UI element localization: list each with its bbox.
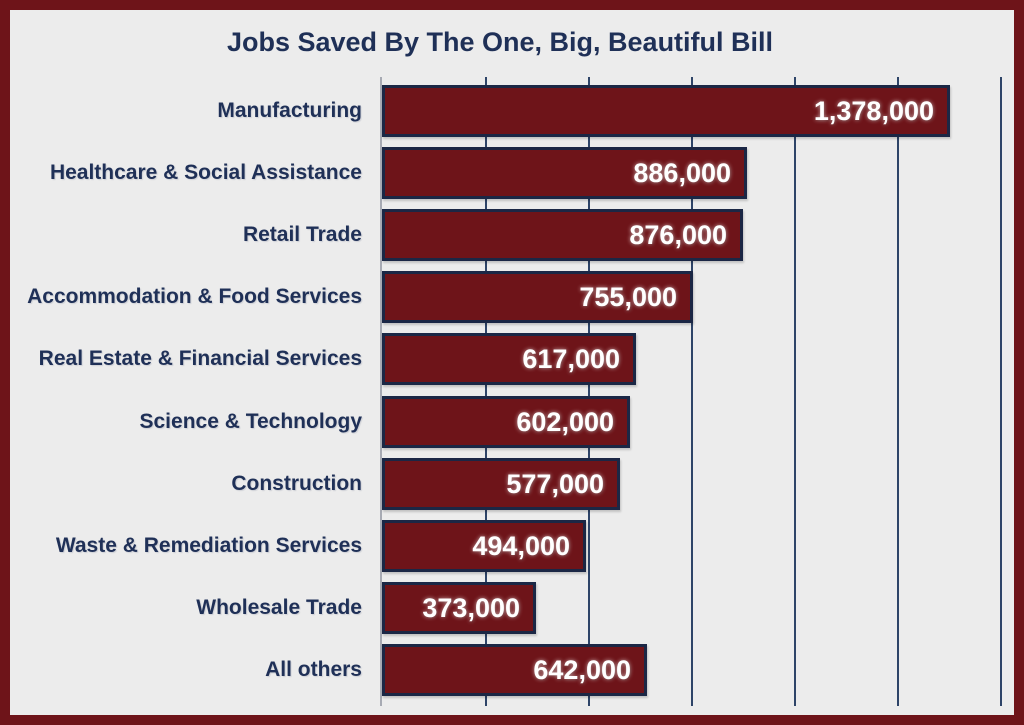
- category-label: Retail Trade: [242, 223, 362, 246]
- bar: 373,000: [382, 582, 536, 634]
- bar-value-label: 755,000: [579, 282, 677, 312]
- bar: 642,000: [382, 644, 647, 696]
- bar-value-label: 373,000: [422, 593, 520, 623]
- value-axis-baseline: [380, 77, 382, 706]
- bar-value-label: 617,000: [522, 344, 620, 374]
- bar-value-label: 577,000: [506, 469, 604, 499]
- bar-value-label: 602,000: [516, 407, 614, 437]
- gridline: [485, 77, 487, 706]
- gridline: [1000, 77, 1002, 706]
- category-label: Accommodation & Food Services: [27, 285, 362, 308]
- category-label: Construction: [231, 472, 362, 495]
- bar: 494,000: [382, 520, 586, 572]
- category-label: All others: [265, 658, 362, 681]
- category-axis: Manufacturing Healthcare & Social Assista…: [10, 77, 362, 698]
- gridline: [897, 77, 899, 706]
- category-label: Science & Technology: [139, 410, 363, 433]
- bar: 755,000: [382, 271, 693, 323]
- bar: 886,000: [382, 147, 747, 199]
- category-label: Wholesale Trade: [196, 596, 362, 619]
- bar: 1,378,000: [382, 85, 950, 137]
- bar: 617,000: [382, 333, 636, 385]
- bar-value-label: 1,378,000: [813, 96, 934, 126]
- gridline: [691, 77, 693, 706]
- gridline: [794, 77, 796, 706]
- bar-value-label: 886,000: [633, 158, 731, 188]
- gridline: [588, 77, 590, 706]
- bar-value-label: 642,000: [533, 655, 631, 685]
- bar: 577,000: [382, 458, 620, 510]
- bar-value-label: 876,000: [629, 220, 727, 250]
- category-label: Healthcare & Social Assistance: [49, 161, 362, 184]
- category-label: Real Estate & Financial Services: [38, 347, 362, 370]
- bar: 876,000: [382, 209, 743, 261]
- category-label: Waste & Remediation Services: [55, 534, 362, 557]
- chart-title: Jobs Saved By The One, Big, Beautiful Bi…: [226, 27, 774, 57]
- bar-value-label: 494,000: [472, 531, 570, 561]
- category-label: Manufacturing: [217, 99, 362, 122]
- plot-area: 1,378,000 886,000 876,000 755,000 617,000 602…: [380, 77, 1008, 706]
- bar: 602,000: [382, 396, 630, 448]
